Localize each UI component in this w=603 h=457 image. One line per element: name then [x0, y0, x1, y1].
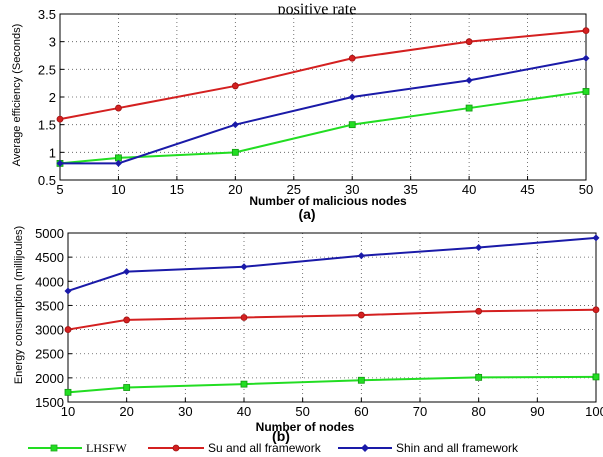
- chart-b-point-su-and-all-framework: [592, 306, 600, 314]
- chart-a-xlabel: Number of malicious nodes: [249, 194, 407, 208]
- chart-a: 5 10 15 20 25 30 35 40 45 50 0.5 1 1.5 2 2.5 3 3.5: [38, 7, 593, 197]
- chart-a-frame: [59, 13, 587, 181]
- chart-a-xtick-label: 40: [462, 182, 476, 197]
- chart-a-point-su-and-all-framework: [582, 27, 590, 35]
- chart-b-ytick-label: 2500: [35, 347, 64, 362]
- chart-b-series-lhsfw: [67, 375, 597, 394]
- chart-a-xtick-label: 5: [56, 182, 63, 197]
- chart-b-xtick-label: 40: [237, 404, 251, 419]
- chart-b-point-su-and-all-framework: [475, 307, 483, 315]
- chart-a-xtick-label: 20: [228, 182, 242, 197]
- chart-b-point-lhsfw: [357, 376, 365, 384]
- chart-a-ytick-label: 3: [49, 35, 56, 50]
- chart-b-point-lhsfw: [240, 380, 248, 388]
- chart-a-xtick-label: 30: [345, 182, 359, 197]
- chart-a-ytick-label: 1: [49, 145, 56, 160]
- chart-b-xtick-label: 90: [530, 404, 544, 419]
- chart-a-xtick-label: 10: [111, 182, 125, 197]
- chart-b-point-su-and-all-framework: [240, 314, 248, 321]
- chart-b-point-lhsfw: [475, 373, 483, 381]
- chart-b-ytick-label: 1500: [35, 395, 64, 410]
- chart-b-point-lhsfw: [592, 373, 600, 381]
- chart-a-point-lhsfw: [348, 121, 356, 129]
- chart-a-point-shin-and-all-framework: [56, 159, 64, 167]
- chart-a-ytick-label: 1.5: [38, 118, 56, 133]
- legend-item-su: Su and all framework: [148, 441, 322, 455]
- chart-a-point-shin-and-all-framework: [465, 76, 473, 84]
- chart-a-ylabel: Average efficiency (Seconds): [11, 24, 23, 167]
- chart-b-point-shin-and-all-framework: [123, 268, 131, 276]
- chart-b-point-shin-and-all-framework: [475, 243, 483, 251]
- legend-label-lhsfw: LHSFW: [86, 441, 127, 455]
- chart-a-point-su-and-all-framework: [231, 82, 239, 90]
- chart-b-point-lhsfw: [64, 388, 72, 396]
- legend-marker-diamond: [361, 444, 369, 452]
- chart-a-ytick-label: 2: [49, 90, 56, 105]
- chart-a-plot-area: [60, 14, 586, 180]
- chart-a-subtitle: (a): [298, 206, 315, 222]
- chart-b-subtitle: (b): [272, 428, 290, 444]
- chart-b-xtick-label: 80: [471, 404, 485, 419]
- chart-a-point-shin-and-all-framework: [114, 159, 122, 167]
- chart-a-xtick-label: 15: [170, 182, 184, 197]
- chart-a-point-shin-and-all-framework: [231, 121, 239, 129]
- legend-item-shin: Shin and all framework: [338, 441, 519, 455]
- chart-b-point-shin-and-all-framework: [64, 287, 72, 295]
- chart-a-point-lhsfw: [582, 88, 590, 95]
- chart-b-xlabel: Number of nodes: [256, 420, 355, 434]
- chart-a-xtick-label: 50: [579, 182, 593, 197]
- chart-b-xtick-label: 20: [119, 404, 133, 419]
- chart-a-ytick-label: 2.5: [38, 62, 56, 77]
- chart-b-point-shin-and-all-framework: [592, 234, 600, 242]
- legend-item-lhsfw: LHSFW: [28, 441, 127, 455]
- chart-b-xtick-label: 60: [354, 404, 368, 419]
- chart-a-ytick-label: 3.5: [38, 7, 56, 22]
- chart-b-point-su-and-all-framework: [64, 326, 72, 333]
- chart-a-point-lhsfw: [231, 148, 239, 156]
- chart-b-xtick-label: 70: [413, 404, 427, 419]
- chart-a-point-su-and-all-framework: [465, 38, 473, 46]
- chart-a-xtick-label: 45: [520, 182, 534, 197]
- chart-b-point-su-and-all-framework: [357, 311, 365, 319]
- chart-b-point-lhsfw: [123, 384, 131, 391]
- chart-a-series-su-and-all-framework: [59, 29, 587, 121]
- chart-a-point-lhsfw: [465, 104, 473, 112]
- chart-a-point-su-and-all-framework: [115, 104, 122, 112]
- legend-label-shin: Shin and all framework: [396, 441, 519, 455]
- legend-marker-square: [50, 444, 58, 452]
- chart-b-frame: [67, 232, 597, 403]
- chart-a-point-shin-and-all-framework: [348, 93, 356, 101]
- chart-b-ytick-label: 4500: [35, 250, 64, 265]
- chart-a-point-su-and-all-framework: [348, 54, 356, 62]
- legend-marker-circle: [172, 444, 180, 452]
- chart-a-xtick-label: 25: [287, 182, 301, 197]
- chart-b-point-shin-and-all-framework: [357, 252, 365, 260]
- chart-b-point-shin-and-all-framework: [240, 263, 248, 271]
- chart-b-xtick-label: 30: [178, 404, 192, 419]
- chart-b-xtick-label: 50: [295, 404, 309, 419]
- chart-b-ytick-label: 3000: [35, 323, 64, 338]
- chart-b-series-shin-and-all-framework: [67, 236, 597, 292]
- chart-b-ylabel: Energy consumption (millijoules): [13, 226, 25, 384]
- chart-b-ytick-label: 5000: [35, 226, 64, 241]
- chart-a-series-shin-and-all-framework: [60, 57, 587, 165]
- legend-label-su: Su and all framework: [208, 441, 322, 455]
- chart-a-xtick-label: 35: [403, 182, 417, 197]
- chart-b-point-su-and-all-framework: [123, 316, 131, 324]
- chart-a-point-shin-and-all-framework: [582, 54, 590, 62]
- chart-b-xtick-label: 10: [61, 404, 75, 419]
- chart-a-point-su-and-all-framework: [56, 115, 64, 123]
- chart-b-series-su-and-all-framework: [67, 308, 597, 331]
- chart-b-xtick-label: 100: [585, 404, 603, 419]
- chart-b-plot-area: [68, 233, 596, 402]
- chart-a-series-lhsfw: [59, 90, 587, 165]
- chart-b-ytick-label: 2000: [35, 371, 64, 386]
- chart-a-ytick-label: 0.5: [38, 173, 56, 188]
- chart-b-ytick-label: 3500: [35, 298, 64, 313]
- legend: LHSFW Su and all framework Shin and all …: [28, 441, 519, 455]
- chart-b-ytick-label: 4000: [35, 274, 64, 289]
- chart-b: 10 20 30 40 50 60 70 80 90 100 1500 2000 2500 3000 350…: [35, 226, 603, 419]
